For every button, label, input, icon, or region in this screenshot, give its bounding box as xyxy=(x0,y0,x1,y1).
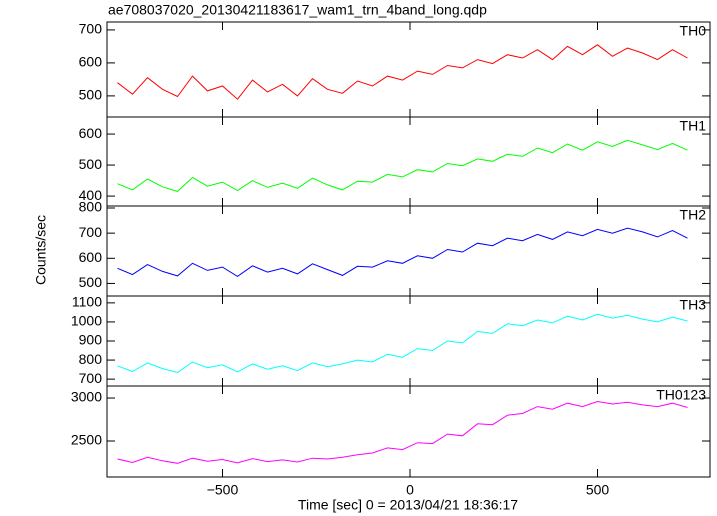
series-line xyxy=(117,313,688,374)
panel-frame xyxy=(106,21,711,118)
panel-frame xyxy=(106,205,711,297)
y-tick-label: 3000 xyxy=(71,389,102,405)
legend-label: TH2 xyxy=(680,207,707,223)
panel-frame xyxy=(106,385,711,478)
y-tick-label: 700 xyxy=(79,370,103,386)
y-tick-label: 900 xyxy=(79,332,103,348)
y-tick-label: 600 xyxy=(79,54,103,70)
y-tick-label: 800 xyxy=(79,199,103,215)
y-tick-label: 700 xyxy=(79,21,103,37)
legend-label: TH0123 xyxy=(656,387,706,403)
y-axis-label: Counts/sec xyxy=(33,215,49,285)
legend-label: TH1 xyxy=(680,118,707,134)
y-tick-label: 500 xyxy=(79,156,103,172)
panel-frame xyxy=(106,295,711,387)
y-tick-label: 600 xyxy=(79,125,103,141)
x-tick-label: 0 xyxy=(406,482,414,498)
legend-label: TH3 xyxy=(680,297,707,313)
x-tick-label: −500 xyxy=(207,482,239,498)
y-tick-label: 500 xyxy=(79,274,103,290)
y-tick-label: 1000 xyxy=(71,313,102,329)
y-tick-label: 2500 xyxy=(71,432,102,448)
series-line xyxy=(117,227,688,277)
x-axis-label: Time [sec] 0 = 2013/04/21 18:36:17 xyxy=(298,497,518,513)
y-tick-label: 700 xyxy=(79,224,103,240)
y-tick-label: 500 xyxy=(79,87,103,103)
series-line xyxy=(117,44,688,100)
y-tick-label: 1100 xyxy=(72,294,102,310)
chart-title: ae708037020_20130421183617_wam1_trn_4ban… xyxy=(108,2,487,18)
y-tick-label: 800 xyxy=(79,351,103,367)
series-line xyxy=(117,400,688,464)
panel-frame xyxy=(106,116,711,207)
y-tick-label: 400 xyxy=(79,187,103,203)
series-line xyxy=(117,139,688,192)
y-tick-label: 600 xyxy=(79,249,103,265)
legend-label: TH0 xyxy=(680,23,707,39)
x-tick-label: 500 xyxy=(586,482,610,498)
